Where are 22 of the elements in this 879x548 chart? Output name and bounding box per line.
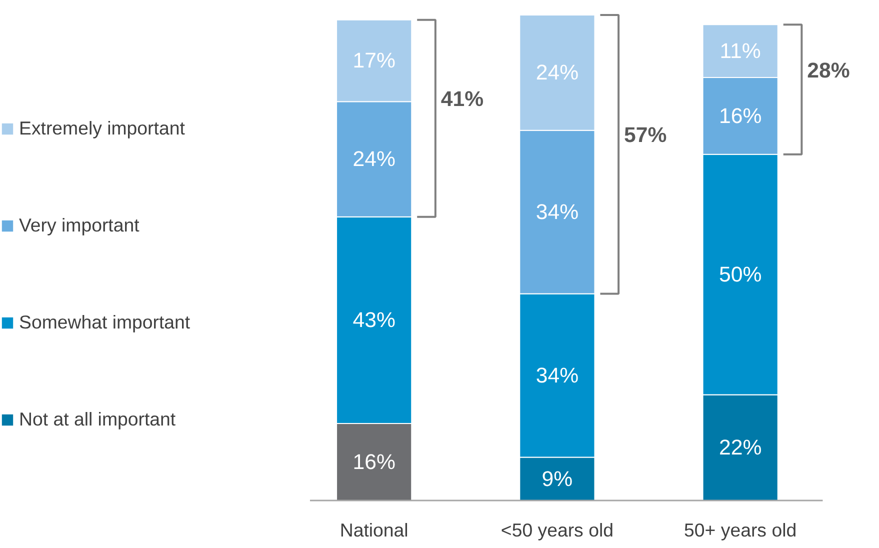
legend-label: Not at all important: [19, 408, 176, 430]
annotation: 41%: [440, 87, 484, 112]
data-label: 24%: [536, 60, 579, 85]
legend-label: Somewhat important: [19, 312, 190, 334]
data-label: 11%: [720, 39, 761, 64]
data-label: 43%: [352, 308, 396, 332]
x-tick-label: <50 years old: [500, 520, 614, 541]
x-tick-label: National: [340, 520, 408, 541]
data-label: 16%: [718, 104, 762, 128]
legend-label: Extremely important: [19, 118, 185, 140]
data-label: 50%: [718, 262, 762, 287]
data-label: 34%: [536, 363, 579, 388]
data-label: 22%: [718, 436, 762, 460]
data-label: 34%: [536, 200, 579, 224]
annotation: 57%: [624, 123, 667, 148]
data-label: 9%: [542, 466, 573, 491]
data-label: 16%: [352, 450, 396, 474]
data-label: 24%: [352, 147, 396, 172]
x-tick-label: 50+ years old: [684, 520, 797, 541]
annotation: 28%: [807, 58, 850, 82]
legend-label: Very important: [19, 214, 140, 236]
data-label: 17%: [352, 48, 396, 73]
